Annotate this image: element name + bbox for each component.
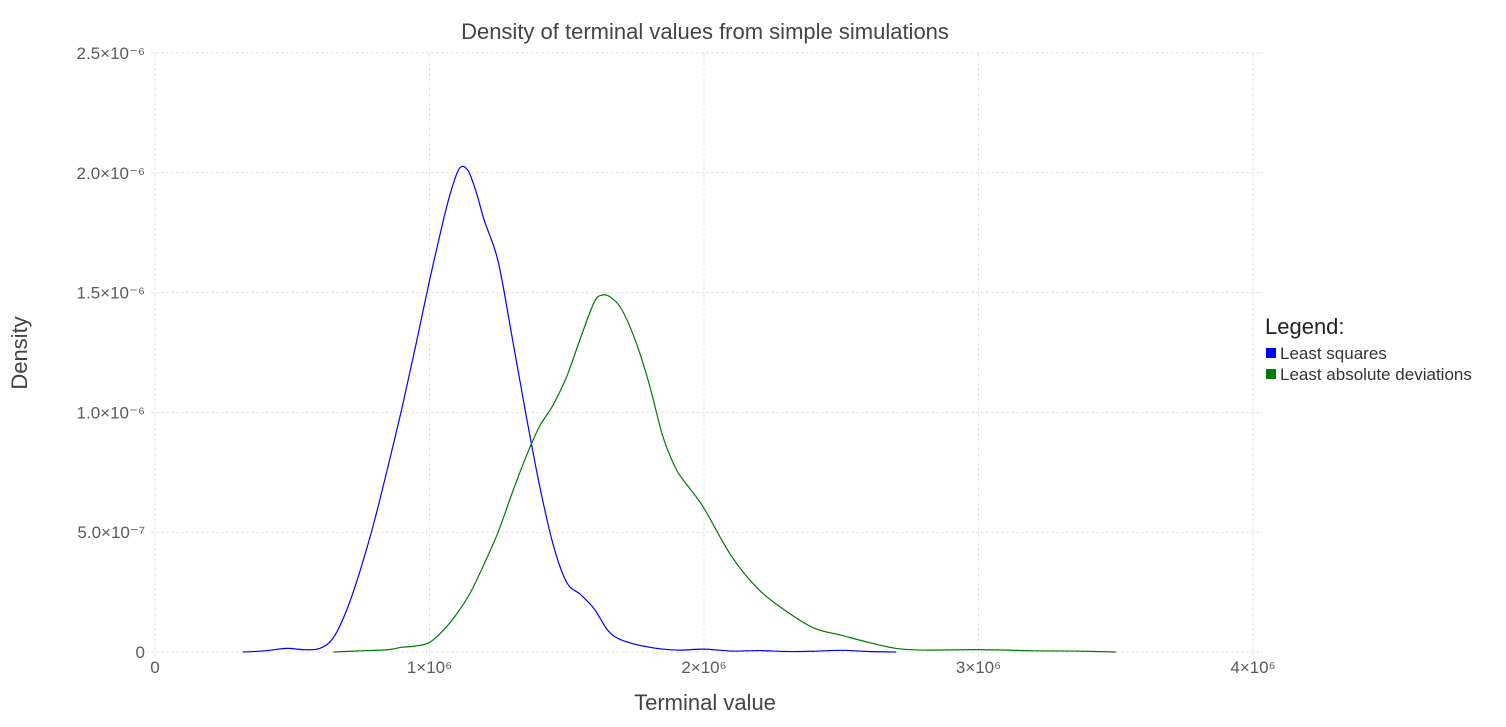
legend: Legend: Least squares Least absolute devi… [1265, 314, 1472, 384]
x-tick-label: 4×10⁶ [1230, 658, 1275, 677]
x-axis-title: Terminal value [634, 690, 776, 715]
plot-area [242, 165, 1116, 653]
x-tick-label: 0 [150, 658, 159, 677]
axis-ticks: 0 1×10⁶ 2×10⁶ 3×10⁶ 4×10⁶ 0 5.0×10⁻⁷ 1.0×10⁻⁶ 1.… [77, 44, 1276, 677]
legend-label: Least squares [1280, 344, 1387, 363]
legend-label: Least absolute deviations [1280, 365, 1472, 384]
series-line-0 [242, 165, 897, 653]
y-tick-label: 0 [136, 643, 145, 662]
y-tick-label: 5.0×10⁻⁷ [77, 523, 145, 542]
x-tick-label: 3×10⁶ [956, 658, 1001, 677]
y-tick-label: 1.5×10⁻⁶ [77, 284, 145, 303]
legend-title: Legend: [1265, 314, 1345, 339]
series-line-1 [333, 294, 1116, 653]
y-tick-label: 2.5×10⁻⁶ [77, 44, 145, 63]
legend-swatch [1266, 369, 1276, 379]
y-axis-title: Density [7, 316, 32, 389]
y-tick-label: 2.0×10⁻⁶ [77, 164, 145, 183]
y-tick-label: 1.0×10⁻⁶ [77, 403, 145, 422]
legend-swatch [1266, 348, 1276, 358]
grid [151, 52, 1263, 656]
chart-title: Density of terminal values from simple s… [461, 19, 949, 44]
x-tick-label: 1×10⁶ [407, 658, 452, 677]
x-tick-label: 2×10⁶ [681, 658, 726, 677]
